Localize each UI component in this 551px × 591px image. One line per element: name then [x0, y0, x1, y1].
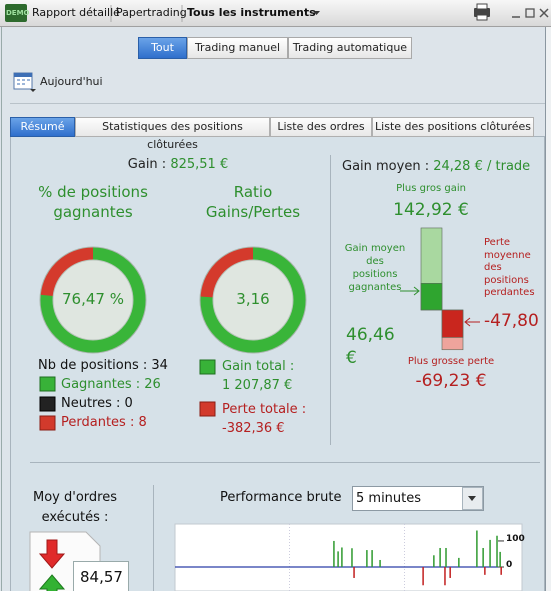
donut-inner [212, 259, 294, 341]
max-gain: 142,92 € [393, 200, 469, 220]
donut-arc [40, 247, 146, 353]
avg-gain: 46,46 € [346, 325, 395, 368]
maximize-button[interactable] [525, 8, 535, 18]
bar [371, 550, 373, 568]
toolbar-item[interactable]: Papertrading [116, 6, 187, 19]
close-button[interactable] [539, 8, 549, 18]
gain-label: Gain : [127, 157, 167, 172]
bar [333, 540, 335, 568]
toolbar-bg [0, 0, 551, 26]
bar [366, 550, 368, 568]
y-tick-label: 0 [506, 560, 513, 570]
toolbar-item[interactable]: Tous les instruments [187, 6, 316, 19]
avg-loss: -47,80 € [484, 311, 540, 331]
bar [337, 551, 339, 568]
avg-gain-label: Gain moyen des positions gagnantes [344, 243, 406, 293]
avg-value: 24,28 € / trade [433, 159, 531, 174]
performance-title: Performance brute [220, 490, 342, 505]
avg-gain-bar [420, 283, 443, 311]
legend-swatch-gain [199, 359, 216, 375]
donut-inner [52, 259, 134, 341]
chart-area [174, 523, 523, 591]
avg-loss-label: Perte moyenne des positions perdantes [484, 237, 535, 298]
bar [496, 535, 498, 568]
y-tick-label: 100 [506, 533, 525, 544]
bar [351, 548, 353, 568]
select-arrow [468, 496, 476, 501]
bar [499, 551, 501, 568]
tab[interactable]: Liste des ordres [270, 117, 372, 137]
bar [482, 547, 484, 568]
bar [489, 539, 491, 568]
dropdown-arrow [313, 11, 320, 15]
bar [500, 567, 502, 575]
period-label[interactable]: Aujourd'hui [40, 75, 103, 88]
interval-value[interactable]: 5 minutes [356, 491, 422, 506]
arrow [464, 317, 480, 327]
bar [379, 559, 381, 568]
legend-swatch-loss [199, 401, 216, 417]
panel [10, 136, 545, 591]
total-gain-label: Gain total : [222, 359, 295, 374]
max-loss-label: Plus grosse perte [407, 356, 495, 367]
bar [445, 547, 447, 568]
donut-arc [200, 247, 306, 353]
max-gain-label: Plus gros gain [396, 183, 466, 194]
filter-button[interactable]: Tout [138, 37, 187, 59]
print-icon[interactable] [474, 3, 490, 21]
total-gain: 1 207,87 € [222, 378, 293, 393]
filter-button[interactable]: Trading automatique [288, 37, 412, 59]
donut-outer [199, 246, 307, 354]
orders-value-box [73, 561, 129, 591]
arrow [400, 286, 420, 296]
legend-swatch-loss [39, 415, 56, 431]
tab[interactable]: Résumé [10, 117, 75, 137]
demo-badge: DEMO [6, 9, 30, 17]
bar [449, 567, 451, 578]
avg-row: Gain moyen : 24,28 € / trade [342, 159, 530, 174]
win-rate-title: % de positions gagnantes [38, 183, 148, 221]
donut-outer [39, 246, 147, 354]
bar [439, 547, 441, 568]
gain-value: 825,51 € [170, 157, 229, 172]
interval-select[interactable] [352, 486, 484, 511]
total-loss-label: Perte totale : [222, 402, 307, 417]
bar [422, 567, 424, 586]
right-edge [545, 27, 551, 591]
orders-label: Moy d'ordres exécutés : [33, 490, 117, 525]
legend-swatch-neutral [39, 396, 56, 412]
winners: Gagnantes : 26 [61, 377, 161, 392]
avg-label: Gain moyen : [342, 159, 430, 174]
max-loss: -69,23 € [415, 371, 487, 391]
bar [484, 567, 486, 575]
toolbar-item[interactable]: Rapport détaillé [32, 6, 120, 19]
bar [476, 530, 478, 568]
ratio-title: Ratio Gains/Pertes [205, 183, 301, 221]
orders-value: 84,57 [80, 568, 123, 586]
positions-count: Nb de positions : 34 [38, 358, 168, 373]
gain-row: Gain : 825,51 € [0, 157, 356, 172]
filter-button[interactable]: Trading manuel [187, 37, 288, 59]
tab[interactable]: Statistiques des positions clôturées [75, 117, 270, 151]
bar [458, 557, 460, 568]
win-rate-label: 76,47 % [62, 290, 124, 308]
avg-loss-bar [441, 309, 464, 338]
ratio-label: 3,16 [236, 290, 270, 308]
demo-icon [5, 4, 27, 22]
losers: Perdantes : 8 [61, 415, 147, 430]
legend-swatch-win [39, 376, 56, 392]
calendar-icon[interactable] [13, 72, 36, 92]
bar [444, 567, 446, 586]
tab[interactable]: Liste des positions clôturées [372, 117, 534, 137]
bar [341, 547, 343, 568]
neutral: Neutres : 0 [61, 396, 133, 411]
bar [353, 567, 355, 578]
bar [433, 555, 435, 568]
total-loss: -382,36 € [222, 421, 285, 436]
